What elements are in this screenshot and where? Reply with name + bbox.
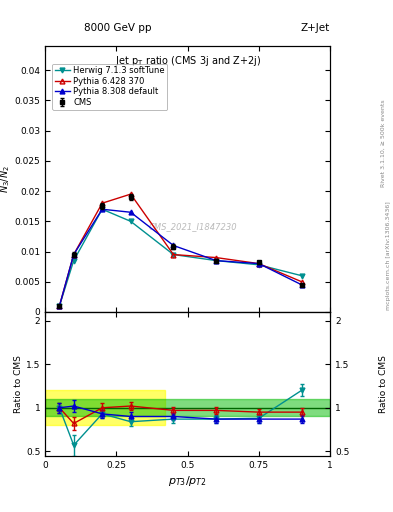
Pythia 8.308 default bbox=[57, 303, 62, 309]
Line: Pythia 6.428 370: Pythia 6.428 370 bbox=[57, 191, 304, 308]
Y-axis label: $N_3/N_2$: $N_3/N_2$ bbox=[0, 165, 12, 193]
Pythia 6.428 370 bbox=[100, 200, 105, 206]
Text: mcplots.cern.ch [arXiv:1306.3436]: mcplots.cern.ch [arXiv:1306.3436] bbox=[386, 202, 391, 310]
Herwig 7.1.3 softTune bbox=[57, 303, 62, 309]
X-axis label: $p_{T3}/p_{T2}$: $p_{T3}/p_{T2}$ bbox=[168, 474, 207, 488]
Pythia 8.308 default bbox=[171, 242, 176, 248]
Pythia 8.308 default bbox=[299, 282, 304, 288]
Bar bbox=[45, 390, 165, 425]
Herwig 7.1.3 softTune bbox=[129, 218, 133, 224]
Pythia 6.428 370 bbox=[214, 254, 219, 261]
Line: Pythia 8.308 default: Pythia 8.308 default bbox=[57, 207, 304, 308]
Line: Herwig 7.1.3 softTune: Herwig 7.1.3 softTune bbox=[57, 207, 304, 308]
Herwig 7.1.3 softTune bbox=[171, 251, 176, 258]
Pythia 8.308 default bbox=[72, 251, 76, 258]
Pythia 6.428 370 bbox=[129, 191, 133, 197]
Legend: Herwig 7.1.3 softTune, Pythia 6.428 370, Pythia 8.308 default, CMS: Herwig 7.1.3 softTune, Pythia 6.428 370,… bbox=[52, 63, 167, 110]
Pythia 6.428 370 bbox=[171, 251, 176, 258]
Pythia 8.308 default bbox=[214, 258, 219, 264]
Herwig 7.1.3 softTune bbox=[214, 258, 219, 264]
Pythia 6.428 370 bbox=[257, 261, 261, 267]
Text: Rivet 3.1.10, ≥ 500k events: Rivet 3.1.10, ≥ 500k events bbox=[381, 99, 386, 187]
Y-axis label: Ratio to CMS: Ratio to CMS bbox=[14, 355, 23, 413]
Pythia 6.428 370 bbox=[57, 303, 62, 309]
Herwig 7.1.3 softTune bbox=[257, 262, 261, 268]
Pythia 6.428 370 bbox=[299, 279, 304, 285]
Text: Z+Jet: Z+Jet bbox=[301, 23, 330, 33]
Text: Ratio to CMS: Ratio to CMS bbox=[379, 355, 387, 413]
Herwig 7.1.3 softTune bbox=[72, 258, 76, 264]
Pythia 8.308 default bbox=[100, 206, 105, 212]
Herwig 7.1.3 softTune bbox=[299, 272, 304, 279]
Text: CMS_2021_I1847230: CMS_2021_I1847230 bbox=[149, 222, 238, 231]
Pythia 6.428 370 bbox=[72, 251, 76, 258]
Herwig 7.1.3 softTune bbox=[100, 206, 105, 212]
Bar bbox=[45, 399, 330, 416]
Pythia 8.308 default bbox=[129, 209, 133, 216]
Pythia 8.308 default bbox=[257, 261, 261, 267]
Text: Jet p$_\mathregular{T}$ ratio (CMS 3j and Z+2j): Jet p$_\mathregular{T}$ ratio (CMS 3j an… bbox=[115, 54, 261, 68]
Text: 8000 GeV pp: 8000 GeV pp bbox=[84, 23, 152, 33]
